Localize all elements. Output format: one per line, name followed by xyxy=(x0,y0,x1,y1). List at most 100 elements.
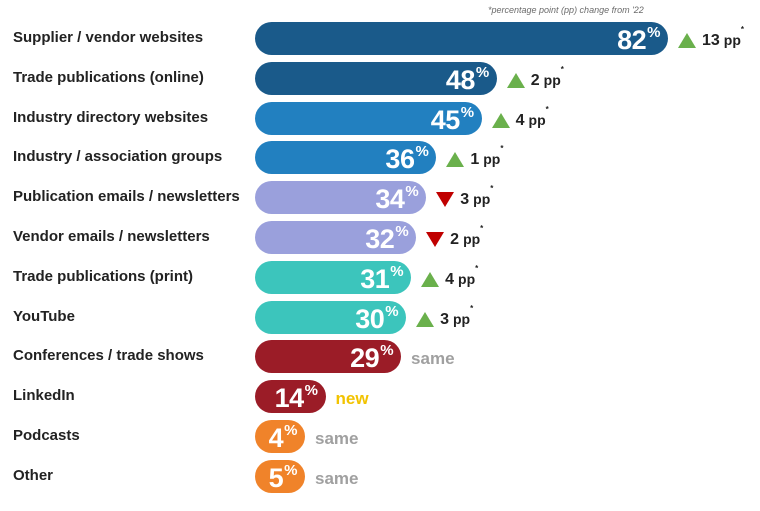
category-label-trade-publications-online: Trade publications (online) xyxy=(13,68,204,86)
change-unit: pp xyxy=(473,191,491,208)
change-amount: 4 xyxy=(515,111,525,129)
change-amount: 4 xyxy=(445,270,455,288)
change-indicator: same xyxy=(315,462,358,495)
value-number: 5 xyxy=(268,462,284,493)
category-label-industry-directory-websites: Industry directory websites xyxy=(13,108,209,126)
value-number: 34 xyxy=(375,184,405,215)
change-unit: pp xyxy=(463,231,481,247)
change-amount: 3 xyxy=(460,191,470,209)
percent-sign: % xyxy=(395,223,409,240)
category-label-trade-publications-print: Trade publications (print) xyxy=(13,267,194,285)
value-label: 45% xyxy=(431,102,474,135)
change-value: 4 pp* xyxy=(516,104,549,137)
change-indicator: 1 pp* xyxy=(446,143,503,176)
value-label: 5% xyxy=(268,460,298,493)
footnote-mark: * xyxy=(560,64,564,74)
category-label-conferences-trade-shows: Conferences / trade shows xyxy=(13,347,204,365)
change-indicator: 2 pp* xyxy=(506,64,564,97)
footnote-mark: * xyxy=(490,184,494,194)
footnote-mark: * xyxy=(480,224,484,233)
bar-industry-association-groups: 36% xyxy=(255,141,437,175)
change-unit: pp xyxy=(543,71,561,88)
bar-industry-directory-websites: 45% xyxy=(255,101,482,135)
change-text: same xyxy=(315,468,359,488)
change-amount: 1 xyxy=(470,151,480,169)
footnote: *percentage point (pp) change from '22 xyxy=(488,5,644,15)
change-indicator: same xyxy=(411,342,454,375)
value-number: 29 xyxy=(350,343,380,374)
change-indicator: 3 pp* xyxy=(436,183,493,216)
change-text: same xyxy=(315,429,359,448)
triangle-down-icon xyxy=(426,232,445,247)
value-number: 4 xyxy=(268,423,284,453)
change-unit: pp xyxy=(453,310,471,327)
change-value: 3 pp* xyxy=(440,303,473,336)
category-label-industry-association-groups: Industry / association groups xyxy=(13,148,223,166)
bar-other: 5% xyxy=(255,459,305,493)
bar-vendor-emails-newsletters: 32% xyxy=(255,221,417,254)
category-label-publication-emails-newsletters: Publication emails / newsletters xyxy=(13,188,240,206)
value-number: 14 xyxy=(274,383,305,414)
change-value: 2 pp* xyxy=(450,223,483,256)
change-indicator: 4 pp* xyxy=(491,104,549,137)
value-label: 48% xyxy=(446,62,489,95)
value-label: 29% xyxy=(350,340,393,373)
footnote-mark: * xyxy=(545,104,549,114)
change-amount: 2 xyxy=(450,231,460,248)
change-value: 2 pp* xyxy=(531,64,564,97)
percent-sign: % xyxy=(385,302,399,320)
change-indicator: 3 pp* xyxy=(416,303,473,336)
value-label: 4% xyxy=(268,420,298,453)
category-label-supplier-vendor-websites: Supplier / vendor websites xyxy=(13,29,204,46)
percent-sign: % xyxy=(390,262,404,280)
value-number: 48 xyxy=(445,64,476,95)
category-label-podcasts: Podcasts xyxy=(13,427,80,444)
bar-publication-emails-newsletters: 34% xyxy=(255,181,427,215)
change-amount: 2 xyxy=(530,71,540,89)
percent-sign: % xyxy=(415,143,429,161)
bar-podcasts: 4% xyxy=(255,420,305,453)
percent-sign: % xyxy=(284,422,297,439)
change-value: 3 pp* xyxy=(460,183,493,216)
triangle-up-icon xyxy=(491,112,510,128)
change-unit: pp xyxy=(458,270,476,287)
bar-conferences-trade-shows: 29% xyxy=(255,340,402,374)
percent-sign: % xyxy=(460,103,474,121)
category-label-youtube: YouTube xyxy=(13,307,75,325)
triangle-up-icon xyxy=(421,271,440,287)
value-number: 30 xyxy=(355,303,385,334)
footnote-mark: * xyxy=(475,263,479,273)
change-unit: pp xyxy=(723,32,741,48)
footnote-mark: * xyxy=(500,144,504,154)
change-amount: 3 xyxy=(440,310,449,328)
change-value: 4 pp* xyxy=(445,263,478,296)
bar-supplier-vendor-websites: 82% xyxy=(255,22,668,55)
value-label: 32% xyxy=(365,221,408,254)
change-indicator: 13 pp* xyxy=(678,24,744,57)
value-label: 31% xyxy=(360,261,403,294)
percent-sign: % xyxy=(284,461,297,479)
value-number: 32 xyxy=(365,224,395,254)
bar-trade-publications-print: 31% xyxy=(255,260,412,294)
value-number: 36 xyxy=(385,144,415,175)
triangle-up-icon xyxy=(678,33,696,48)
change-text: new xyxy=(335,389,369,409)
value-label: 30% xyxy=(355,301,398,334)
percent-sign: % xyxy=(647,24,660,41)
change-indicator: 4 pp* xyxy=(421,263,478,296)
change-unit: pp xyxy=(528,111,546,128)
change-amount: 13 xyxy=(702,32,720,49)
category-label-linkedin: LinkedIn xyxy=(13,387,75,405)
percent-sign: % xyxy=(380,342,394,360)
percent-sign: % xyxy=(475,63,489,81)
value-number: 45 xyxy=(430,104,461,135)
category-label-other: Other xyxy=(13,466,54,484)
value-label: 82% xyxy=(617,22,660,55)
value-label: 34% xyxy=(375,181,418,214)
triangle-up-icon xyxy=(506,72,525,88)
percent-sign: % xyxy=(405,183,419,201)
change-text: same xyxy=(411,349,455,369)
triangle-up-icon xyxy=(416,311,435,327)
change-unit: pp xyxy=(483,151,501,168)
